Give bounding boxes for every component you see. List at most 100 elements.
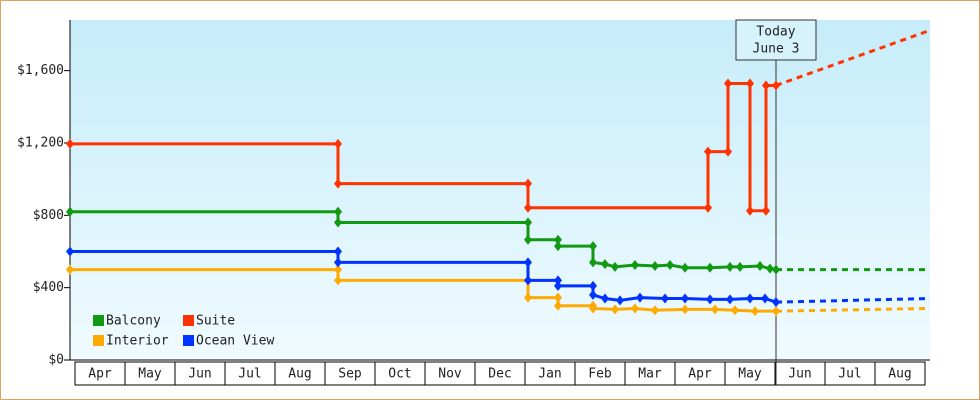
point	[726, 294, 734, 305]
point	[711, 304, 719, 315]
point	[636, 292, 644, 303]
point	[762, 205, 770, 216]
point	[681, 262, 689, 273]
legend-swatch	[93, 315, 104, 326]
point	[554, 275, 562, 286]
x-tick-label: Sep	[338, 367, 362, 382]
point	[334, 178, 342, 189]
point	[772, 264, 780, 275]
x-tick-label: Dec	[488, 367, 511, 382]
x-tick-label: Aug	[288, 367, 311, 382]
point	[66, 246, 74, 257]
x-tick-label: Jul	[238, 367, 261, 382]
point	[334, 264, 342, 275]
plot-area	[70, 20, 930, 360]
point	[762, 80, 770, 91]
x-tick-label: Apr	[688, 367, 712, 382]
point	[746, 205, 754, 216]
point	[772, 80, 780, 91]
legend-swatch	[183, 335, 194, 346]
point	[554, 300, 562, 311]
x-tick-label: Jan	[538, 367, 561, 382]
y-tick-label: $1,600	[17, 63, 64, 78]
point	[334, 138, 342, 149]
today-label: Today	[756, 25, 795, 40]
point	[589, 257, 597, 268]
point	[334, 217, 342, 228]
point	[524, 234, 532, 245]
x-tick-label: Jun	[188, 367, 211, 382]
point	[736, 261, 744, 272]
point	[651, 305, 659, 316]
point	[601, 293, 609, 304]
point	[554, 241, 562, 252]
today-box	[735, 19, 817, 61]
point	[589, 289, 597, 300]
x-tick-label: Jun	[788, 367, 811, 382]
y-tick-label: $400	[33, 280, 64, 295]
forecast-line	[775, 297, 931, 304]
point	[524, 178, 532, 189]
legend-label: Ocean View	[196, 334, 274, 349]
x-tick-label: Oct	[388, 367, 411, 382]
point	[681, 304, 689, 315]
y-tick-label: $1,200	[17, 135, 64, 150]
point	[589, 280, 597, 291]
point	[631, 260, 639, 271]
point	[524, 292, 532, 303]
point	[554, 234, 562, 245]
point	[334, 257, 342, 268]
point	[524, 257, 532, 268]
y-tick-label: $800	[33, 208, 64, 223]
legend-label: Interior	[106, 334, 169, 349]
point	[704, 146, 712, 157]
point	[772, 297, 780, 308]
x-tick-label: Apr	[88, 367, 112, 382]
point	[704, 202, 712, 213]
point	[681, 293, 689, 304]
point	[772, 306, 780, 317]
point	[756, 260, 764, 271]
forecast-line	[775, 306, 931, 313]
point	[726, 261, 734, 272]
point	[706, 262, 714, 273]
point	[601, 259, 609, 270]
point	[761, 293, 769, 304]
y-tick-label: $0	[48, 353, 64, 368]
point	[631, 303, 639, 314]
point	[706, 294, 714, 305]
x-tick-label: Aug	[888, 367, 911, 382]
x-tick-label: Mar	[638, 367, 662, 382]
x-axis-band	[74, 361, 926, 386]
point	[334, 246, 342, 257]
point	[724, 146, 732, 157]
point	[554, 292, 562, 303]
point	[751, 306, 759, 317]
point	[611, 304, 619, 315]
forecast-line	[775, 28, 931, 87]
point	[524, 202, 532, 213]
point	[616, 295, 624, 306]
point	[66, 138, 74, 149]
point	[746, 293, 754, 304]
point	[724, 78, 732, 89]
point	[661, 293, 669, 304]
point	[731, 305, 739, 316]
point	[589, 303, 597, 314]
point	[651, 260, 659, 271]
x-tick-label: May	[138, 367, 162, 382]
legend-swatch	[183, 315, 194, 326]
point	[554, 280, 562, 291]
point	[334, 275, 342, 286]
legend-swatch	[93, 335, 104, 346]
point	[746, 78, 754, 89]
x-tick-label: Feb	[588, 367, 612, 382]
point	[524, 275, 532, 286]
legend-label: Suite	[196, 314, 235, 329]
point	[611, 261, 619, 272]
point	[766, 263, 774, 274]
legend-label: Balcony	[106, 314, 161, 329]
point	[334, 206, 342, 217]
x-tick-label: Jul	[838, 367, 861, 382]
